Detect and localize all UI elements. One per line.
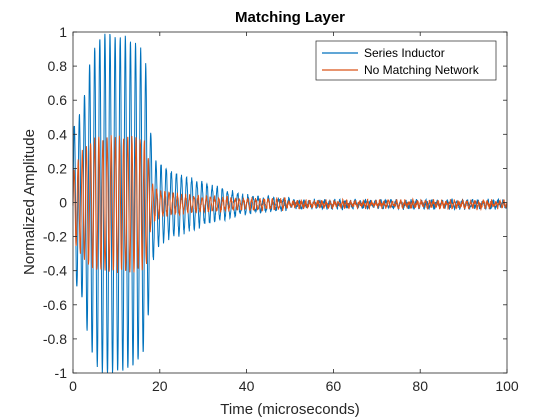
x-tick-label: 80 — [412, 378, 428, 394]
legend: Series Inductor No Matching Network — [315, 40, 497, 81]
x-tick-label: 40 — [239, 378, 255, 394]
legend-label-series-inductor: Series Inductor — [364, 46, 445, 60]
x-tick-label: 0 — [69, 378, 77, 394]
y-tick-label: -0.6 — [43, 297, 67, 313]
x-tick-label: 100 — [495, 378, 519, 394]
y-tick-label: -0.8 — [43, 331, 67, 347]
series-layer — [72, 33, 508, 374]
legend-box — [315, 40, 497, 81]
y-tick-label: -1 — [55, 365, 68, 381]
y-tick-label: -0.4 — [43, 263, 67, 279]
y-tick-label: 0.8 — [48, 58, 68, 74]
no-matching-network-line — [72, 135, 508, 273]
y-tick-label: 0 — [59, 195, 67, 211]
y-axis-label: Normalized Amplitude — [21, 129, 38, 275]
y-tick-label: 1 — [59, 24, 67, 40]
chart-title: Matching Layer — [235, 9, 345, 26]
legend-label-no-matching-network: No Matching Network — [364, 63, 480, 77]
x-axis-label: Time (microseconds) — [220, 401, 359, 418]
y-tick-label: 0.6 — [48, 92, 68, 108]
x-tick-label: 20 — [152, 378, 168, 394]
y-ticks: -1 -0.8 -0.6 -0.4 -0.2 0 0.2 0.4 0.6 0.8 1 — [43, 24, 507, 381]
x-tick-label: 60 — [326, 378, 342, 394]
y-tick-label: 0.4 — [48, 126, 68, 142]
y-tick-label: -0.2 — [43, 229, 67, 245]
y-tick-label: 0.2 — [48, 160, 68, 176]
x-ticks: 0 20 40 60 80 100 — [69, 32, 519, 394]
